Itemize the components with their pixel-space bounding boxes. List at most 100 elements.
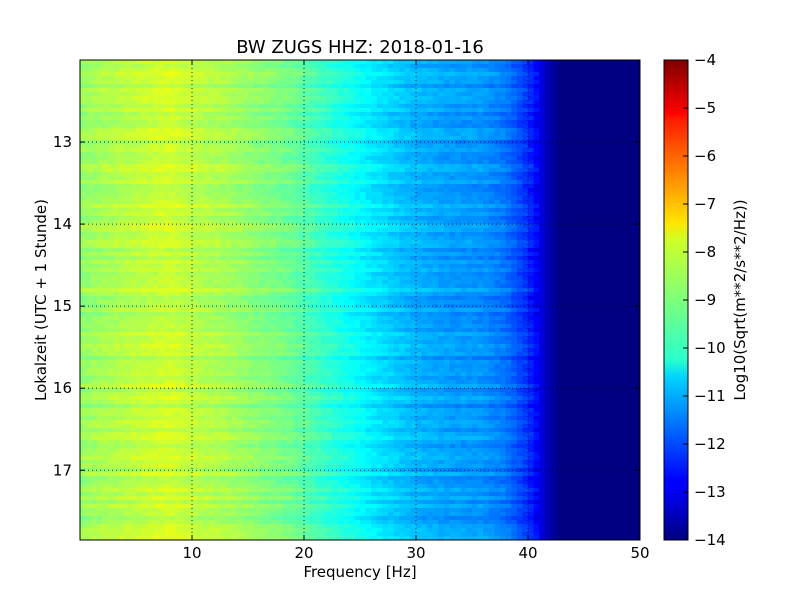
heatmap-cell: [427, 92, 434, 97]
heatmap-cell: [494, 116, 501, 121]
heatmap-cell: [483, 108, 490, 113]
heatmap-cell: [124, 132, 131, 137]
heatmap-cell: [516, 112, 523, 117]
heatmap-cell: [444, 224, 451, 229]
heatmap-cell: [612, 236, 619, 241]
heatmap-cell: [236, 100, 243, 105]
heatmap-cell: [444, 72, 451, 77]
heatmap-cell: [371, 80, 378, 85]
heatmap-cell: [628, 216, 635, 221]
heatmap-cell: [186, 196, 193, 201]
heatmap-cell: [382, 156, 389, 161]
heatmap-cell: [578, 188, 585, 193]
heatmap-cell: [113, 152, 120, 157]
heatmap-cell: [320, 220, 327, 225]
heatmap-cell: [427, 228, 434, 233]
heatmap-cell: [248, 76, 255, 81]
heatmap-cell: [236, 140, 243, 145]
heatmap-cell: [399, 256, 406, 261]
heatmap-cell: [287, 224, 294, 229]
heatmap-cell: [124, 220, 131, 225]
heatmap-cell: [298, 180, 305, 185]
heatmap-cell: [404, 212, 411, 217]
heatmap-cell: [320, 228, 327, 233]
heatmap-cell: [343, 152, 350, 157]
heatmap-cell: [85, 72, 92, 77]
heatmap-cell: [371, 224, 378, 229]
heatmap-cell: [225, 184, 232, 189]
heatmap-cell: [556, 144, 563, 149]
heatmap-cell: [612, 72, 619, 77]
heatmap-cell: [500, 72, 507, 77]
heatmap-cell: [197, 88, 204, 93]
heatmap-cell: [416, 220, 423, 225]
heatmap-cell: [578, 120, 585, 125]
heatmap-cell: [124, 128, 131, 133]
heatmap-cell: [589, 188, 596, 193]
heatmap-cell: [136, 228, 143, 233]
heatmap-cell: [309, 180, 316, 185]
heatmap-cell: [399, 128, 406, 133]
heatmap-cell: [460, 92, 467, 97]
heatmap-cell: [343, 112, 350, 117]
heatmap-cell: [91, 172, 98, 177]
heatmap-cell: [320, 140, 327, 145]
heatmap-cell: [124, 244, 131, 249]
heatmap-cell: [382, 192, 389, 197]
heatmap-cell: [617, 252, 624, 257]
heatmap-cell: [147, 240, 154, 245]
heatmap-cell: [589, 84, 596, 89]
heatmap-cell: [80, 68, 87, 73]
heatmap-cell: [309, 132, 316, 137]
heatmap-cell: [124, 200, 131, 205]
heatmap-cell: [197, 80, 204, 85]
heatmap-cell: [617, 136, 624, 141]
heatmap-cell: [164, 176, 171, 181]
heatmap-cell: [393, 212, 400, 217]
heatmap-cell: [483, 84, 490, 89]
heatmap-cell: [416, 208, 423, 213]
heatmap-cell: [438, 164, 445, 169]
heatmap-cell: [371, 208, 378, 213]
heatmap-cell: [567, 112, 574, 117]
heatmap-cell: [102, 256, 109, 261]
heatmap-cell: [388, 128, 395, 133]
heatmap-cell: [567, 92, 574, 97]
heatmap-cell: [511, 228, 518, 233]
heatmap-cell: [292, 148, 299, 153]
heatmap-cell: [197, 148, 204, 153]
heatmap-cell: [399, 144, 406, 149]
heatmap-cell: [158, 228, 165, 233]
heatmap-cell: [175, 188, 182, 193]
heatmap-cell: [404, 64, 411, 69]
heatmap-cell: [175, 212, 182, 217]
heatmap-cell: [169, 136, 176, 141]
heatmap-cell: [522, 220, 529, 225]
heatmap-cell: [158, 196, 165, 201]
heatmap-cell: [337, 60, 344, 65]
heatmap-cell: [169, 216, 176, 221]
heatmap-cell: [578, 220, 585, 225]
heatmap-cell: [259, 164, 266, 169]
heatmap-cell: [242, 84, 249, 89]
heatmap-cell: [203, 156, 210, 161]
heatmap-cell: [248, 92, 255, 97]
heatmap-cell: [337, 116, 344, 121]
heatmap-cell: [589, 200, 596, 205]
heatmap-cell: [628, 192, 635, 197]
heatmap-cell: [276, 96, 283, 101]
heatmap-cell: [320, 120, 327, 125]
heatmap-cell: [634, 224, 640, 229]
heatmap-cell: [124, 212, 131, 217]
heatmap-cell: [623, 224, 630, 229]
heatmap-cell: [326, 136, 333, 141]
heatmap-cell: [136, 168, 143, 173]
heatmap-cell: [186, 200, 193, 205]
heatmap-cell: [214, 240, 221, 245]
heatmap-cell: [488, 200, 495, 205]
heatmap-cell: [488, 88, 495, 93]
heatmap-cell: [197, 112, 204, 117]
heatmap-cell: [522, 248, 529, 253]
heatmap-cell: [528, 144, 535, 149]
heatmap-cell: [399, 72, 406, 77]
